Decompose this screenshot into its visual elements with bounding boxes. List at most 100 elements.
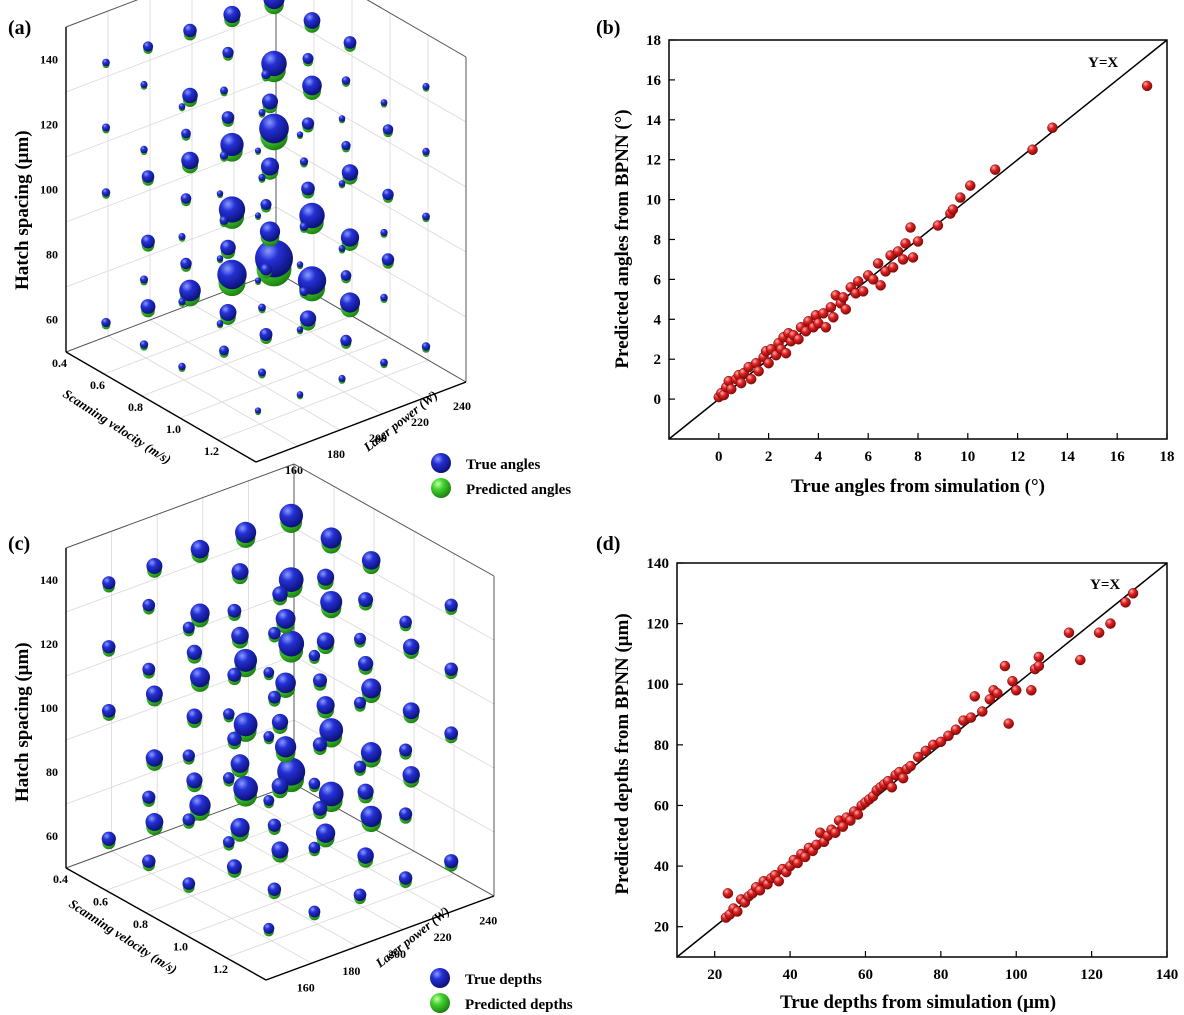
y-tick-label: 240 — [479, 913, 497, 927]
y-tick-label: 200 — [388, 947, 406, 961]
true-sphere — [186, 644, 203, 661]
y-tick-label: 220 — [434, 930, 452, 944]
true-sphere — [227, 731, 242, 746]
true-sphere — [189, 794, 211, 816]
x-tick-label: 40 — [783, 967, 798, 983]
true-sphere — [302, 75, 322, 96]
true-sphere — [142, 662, 156, 676]
frame-line — [293, 655, 495, 769]
true-sphere — [422, 212, 430, 221]
true-sphere — [101, 123, 111, 132]
data-point — [867, 274, 879, 285]
true-sphere — [179, 279, 201, 302]
true-sphere — [217, 259, 247, 290]
data-point — [1047, 122, 1058, 134]
true-sphere — [338, 374, 346, 383]
legend-true-label: True depths — [465, 972, 542, 988]
data-point — [947, 204, 959, 215]
data-point — [950, 724, 962, 735]
y-tick-label: 180 — [327, 447, 345, 461]
plot-frame — [676, 562, 1168, 958]
true-sphere — [338, 245, 346, 252]
true-sphere — [315, 823, 336, 843]
data-point — [965, 180, 976, 191]
data-point — [900, 238, 911, 249]
true-sphere — [316, 632, 335, 651]
true-sphere — [357, 847, 374, 864]
true-sphere — [222, 46, 234, 59]
true-sphere — [259, 263, 273, 276]
true-sphere — [178, 362, 186, 371]
true-sphere — [382, 188, 394, 201]
y-tick-label: 60 — [654, 798, 669, 814]
true-sphere — [312, 673, 328, 688]
data-point — [935, 736, 947, 748]
y-equals-x-annotation: Y=X — [1090, 577, 1120, 593]
y-tick-label: 14 — [646, 113, 662, 129]
frame-line — [105, 806, 335, 891]
legend-predicted-label: Predicted depths — [465, 997, 573, 1013]
true-sphere — [140, 145, 148, 154]
data-point — [992, 688, 1003, 699]
data-point — [828, 312, 839, 323]
true-sphere — [263, 0, 285, 10]
x-tick-label: 6 — [864, 449, 872, 465]
true-sphere — [145, 813, 164, 831]
legend-predicted-marker — [431, 478, 451, 498]
y-tick-label: 12 — [646, 153, 661, 169]
true-sphere — [223, 708, 235, 720]
x-tick-label: 2 — [765, 449, 773, 465]
panel-label-a: (a) — [8, 17, 31, 39]
true-sphere — [142, 598, 156, 612]
data-point — [825, 302, 837, 313]
true-sphere — [296, 391, 304, 398]
x-tick-label: 20 — [707, 967, 722, 983]
true-sphere — [216, 320, 224, 327]
frame-line — [265, 895, 495, 981]
true-sphere — [382, 124, 394, 135]
data-point — [845, 815, 856, 826]
true-sphere — [189, 667, 211, 688]
y-tick-label: 120 — [647, 617, 670, 633]
y-tick-label: 16 — [646, 73, 662, 89]
true-sphere — [278, 630, 305, 657]
frame-line — [248, 800, 449, 914]
x-tick-label: 0.6 — [93, 895, 108, 909]
true-sphere — [102, 58, 110, 67]
true-sphere — [308, 777, 321, 790]
true-sphere — [186, 708, 203, 725]
true-sphere — [219, 216, 229, 225]
true-sphere — [227, 603, 242, 618]
true-sphere — [142, 854, 156, 868]
true-sphere — [218, 196, 246, 223]
z-tick-label: 100 — [40, 183, 58, 197]
data-point — [838, 292, 849, 303]
true-sphere — [301, 117, 315, 130]
true-sphere — [263, 794, 275, 806]
y-tick-label: 140 — [647, 556, 670, 572]
panel-c-spheres — [101, 503, 459, 937]
true-sphere — [259, 328, 273, 341]
legend-predicted-label: Predicted angles — [466, 482, 571, 498]
true-sphere — [102, 576, 116, 590]
x-axis-title: True depths from simulation (μm) — [780, 992, 1056, 1013]
legend-true-marker — [430, 968, 450, 988]
true-sphere — [220, 86, 228, 95]
true-sphere — [263, 730, 275, 742]
true-sphere — [231, 563, 249, 581]
legend-true-label: True angles — [466, 457, 540, 473]
true-sphere — [317, 568, 335, 586]
frame-line — [65, 351, 257, 463]
x-tick-label: 18 — [1160, 449, 1175, 465]
true-sphere — [343, 36, 357, 49]
data-point — [905, 760, 916, 772]
true-sphere — [357, 783, 374, 800]
true-sphere — [254, 277, 262, 284]
true-sphere — [182, 87, 198, 104]
true-sphere — [216, 190, 224, 197]
true-sphere — [182, 749, 195, 762]
true-sphere — [318, 781, 344, 807]
data-point — [852, 276, 864, 287]
data-point — [1010, 685, 1022, 696]
